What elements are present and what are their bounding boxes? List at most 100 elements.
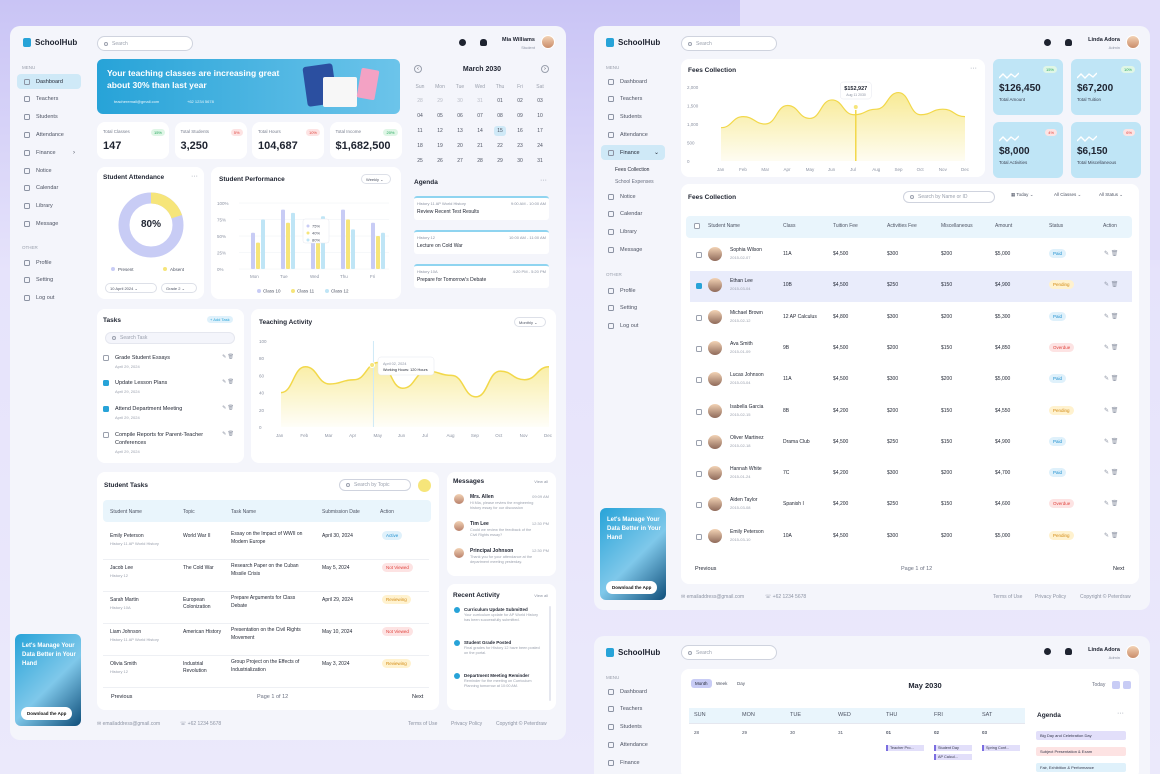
edit-delete-icons[interactable]: ✎ 🗑 xyxy=(1104,282,1119,289)
calendar-day[interactable]: 04 xyxy=(417,112,423,119)
monthly-select[interactable]: Monthly ⌄ xyxy=(514,317,546,327)
calendar-day[interactable]: 30 xyxy=(517,157,523,164)
today-button[interactable]: Today xyxy=(1092,682,1106,688)
more-icon[interactable]: ··· xyxy=(1117,710,1124,717)
sidebar-item-finance[interactable]: Finance xyxy=(601,755,665,770)
task-item[interactable]: Grade Student Essays April 29, 2024 ✎ 🗑 xyxy=(103,354,238,374)
calendar-day[interactable]: 14 xyxy=(477,127,483,134)
edit-delete-icons[interactable]: ✎ 🗑 xyxy=(1104,470,1119,477)
weekly-select[interactable]: Weekly ⌄ xyxy=(361,174,391,184)
edit-delete-icons[interactable]: ✎ 🗑 xyxy=(1104,344,1119,351)
calendar-day[interactable]: 01 xyxy=(497,97,503,104)
sidebar-item-message[interactable]: Message xyxy=(601,242,665,257)
message-item[interactable]: Tim Lee 12:30 PM Could we review the feedb… xyxy=(454,521,549,545)
task-search-input[interactable]: Search Task xyxy=(105,332,235,344)
calendar-day[interactable]: 29 xyxy=(437,97,443,104)
calendar-day[interactable]: 30 xyxy=(785,722,833,766)
calendar-day[interactable]: 16 xyxy=(517,127,523,134)
sidebar-item-message[interactable]: Message xyxy=(17,216,81,231)
calendar-next-button[interactable]: › xyxy=(541,65,549,73)
agenda-item[interactable]: History 12 10:00 AM - 11:00 AM Lecture on … xyxy=(414,230,549,254)
calendar-day[interactable]: 10 xyxy=(537,112,543,119)
download-app-button[interactable]: Download the App xyxy=(21,707,73,720)
calendar-day[interactable]: 08 xyxy=(497,112,503,119)
sidebar-item-teachers[interactable]: Teachers xyxy=(17,92,81,107)
row-checkbox[interactable] xyxy=(696,408,702,415)
calendar-day[interactable]: 15 xyxy=(490,123,510,138)
calendar-day[interactable]: 24 xyxy=(537,142,543,149)
table-row[interactable]: Isabella Garcia 2015-02-15 8B $4,200 $200 $15… xyxy=(690,397,1132,428)
calendar-day[interactable]: 31 xyxy=(537,157,543,164)
calendar-day[interactable]: 29 xyxy=(497,157,503,164)
avatar[interactable] xyxy=(1126,645,1140,659)
search-input[interactable]: Search xyxy=(681,36,777,51)
settings-icon[interactable] xyxy=(1044,39,1051,46)
agenda-item[interactable]: History 11 AP World History 9:00 AM - 10:… xyxy=(414,196,549,220)
row-checkbox[interactable] xyxy=(696,252,702,258)
row-checkbox[interactable] xyxy=(696,345,702,352)
sidebar-item-attendance[interactable]: Attendance xyxy=(601,737,665,752)
calendar-day[interactable]: 01 Teacher Pro... xyxy=(881,722,929,766)
download-app-button[interactable]: Download the App xyxy=(606,581,658,594)
row-checkbox[interactable] xyxy=(696,283,702,290)
footer-email[interactable]: ✉ emailaddress@gmail.com xyxy=(97,721,161,727)
sidebar-item-profile[interactable]: Profile xyxy=(17,255,81,270)
calendar-day[interactable]: 02 Student Day AP Calcul... xyxy=(929,722,977,766)
calendar-day[interactable]: 11 xyxy=(417,127,423,134)
edit-delete-icons[interactable]: ✎ 🗑 xyxy=(1104,438,1119,445)
add-task-button[interactable]: + Add Task xyxy=(207,316,233,323)
calendar-day[interactable]: 05 xyxy=(437,112,443,119)
task-item[interactable]: Compile Reports for Parent-Teacher Confe… xyxy=(103,431,238,454)
message-item[interactable]: Mrs. Allen 09:09 AM Hi Mia, please review … xyxy=(454,494,549,518)
agenda-item[interactable]: Big Day and Celebration Day xyxy=(1036,731,1126,740)
task-checkbox[interactable] xyxy=(103,406,109,412)
sidebar-item-library[interactable]: Library xyxy=(601,225,665,240)
calendar-day[interactable]: 03 Spring Conf... xyxy=(977,722,1025,766)
edit-delete-icons[interactable]: ✎ 🗑 xyxy=(1104,407,1119,414)
table-row[interactable]: Jacob Lee History 12 The Cold War Research … xyxy=(103,562,429,592)
privacy-link[interactable]: Privacy Policy xyxy=(1035,594,1067,600)
scroll-track[interactable] xyxy=(549,606,551,701)
table-row[interactable]: Aiden Taylor 2015-03-08 Spanish I $4,200 $25… xyxy=(690,490,1132,521)
sidebar-item-attendance[interactable]: Attendance xyxy=(601,127,665,142)
activity-item[interactable]: Department Meeting Reminder Reminder for … xyxy=(454,673,546,701)
edit-delete-icons[interactable]: ✎ 🗑 xyxy=(222,379,234,385)
avatar[interactable] xyxy=(1126,35,1140,49)
prev-button[interactable]: Previous xyxy=(111,694,133,700)
edit-delete-icons[interactable]: ✎ 🗑 xyxy=(222,354,234,360)
class-select[interactable]: All Classes ⌄ xyxy=(1054,192,1082,197)
today-select[interactable]: ▦ Today ⌄ xyxy=(1011,192,1034,197)
calendar-day[interactable]: 28 xyxy=(477,157,483,164)
calendar-day[interactable]: 09 xyxy=(517,112,523,119)
table-row[interactable]: Hannah White 2015-01-24 7C $4,200 $300 $200 $4… xyxy=(690,459,1132,490)
calendar-prev-button[interactable]: ‹ xyxy=(414,65,422,73)
sidebar-item-notice[interactable]: Notice xyxy=(601,189,665,204)
task-checkbox[interactable] xyxy=(103,432,109,438)
activity-item[interactable]: Curriculum Update Submitted Your curricul… xyxy=(454,607,546,635)
submenu-fees-collection[interactable]: Fees Collection xyxy=(615,167,650,173)
calendar-day[interactable]: 23 xyxy=(517,142,523,149)
view-all-link[interactable]: View all xyxy=(534,593,548,598)
calendar-day[interactable]: 02 xyxy=(517,97,523,104)
calendar-day[interactable]: 26 xyxy=(437,157,443,164)
calendar-event[interactable]: Student Day xyxy=(934,744,972,751)
topic-search-input[interactable]: Search by Topic xyxy=(339,479,411,491)
calendar-day[interactable]: 28 xyxy=(689,722,737,766)
task-checkbox[interactable] xyxy=(103,380,109,386)
agenda-item[interactable]: Fair, Exhibition & Performance xyxy=(1036,763,1126,772)
table-row[interactable]: Ava Smith 2015-01-09 9B $4,500 $200 $150 $4,85… xyxy=(690,334,1132,365)
sidebar-item-profile[interactable]: Profile xyxy=(601,283,665,298)
bell-icon[interactable] xyxy=(1065,648,1072,655)
submenu-school-expenses[interactable]: School Expenses xyxy=(615,179,654,185)
settings-icon[interactable] xyxy=(459,39,466,46)
more-icon[interactable]: ··· xyxy=(970,65,977,72)
sidebar-item-notice[interactable]: Notice xyxy=(17,163,81,178)
task-checkbox[interactable] xyxy=(103,355,109,361)
row-checkbox[interactable] xyxy=(696,377,702,384)
row-checkbox[interactable] xyxy=(696,533,702,540)
next-button[interactable]: Next xyxy=(412,694,424,700)
sidebar-item-library[interactable]: Library xyxy=(17,199,81,214)
terms-link[interactable]: Terms of Use xyxy=(993,594,1023,600)
task-item[interactable]: Attend Department Meeting April 29, 2024 ✎… xyxy=(103,405,238,425)
filter-icon[interactable] xyxy=(418,479,431,492)
